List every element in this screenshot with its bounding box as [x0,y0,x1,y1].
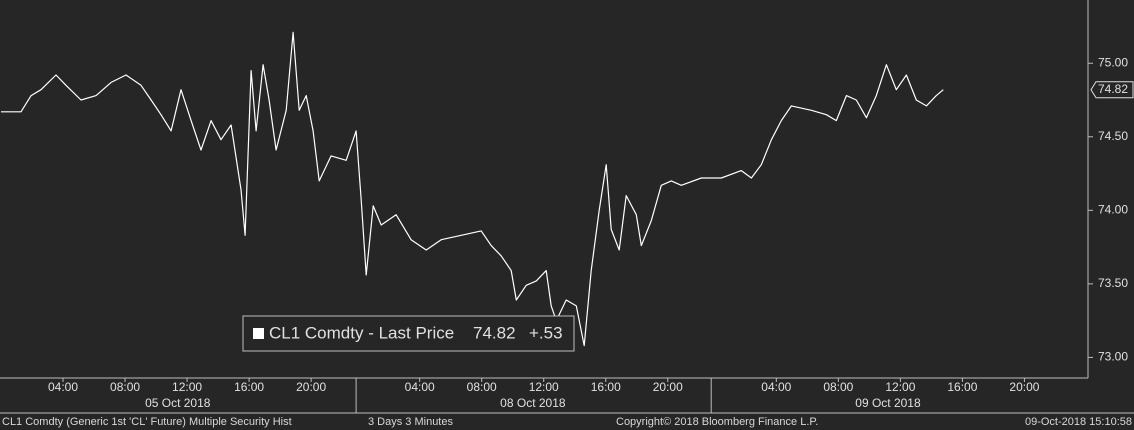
x-tick-label: 20:00 [1009,380,1039,394]
y-tick-label: 73.50 [1098,276,1128,290]
legend-change: +.53 [529,323,563,342]
x-tick-label: 16:00 [234,380,264,394]
x-tick-label: 16:00 [591,380,621,394]
price-line [1,31,944,347]
legend-label: CL1 Comdty - Last Price [269,323,454,342]
x-tick-label: 20:00 [296,380,326,394]
x-tick-label: 04:00 [48,380,78,394]
footer-timestamp: 09-Oct-2018 15:10:58 [1025,416,1132,428]
x-tick-label: 12:00 [885,380,915,394]
date-label: 05 Oct 2018 [145,396,211,410]
x-tick-label: 16:00 [947,380,977,394]
date-label: 08 Oct 2018 [500,396,566,410]
x-tick-label: 08:00 [110,380,140,394]
x-tick-label: 12:00 [529,380,559,394]
footer-security: CL1 Comdty (Generic 1st 'CL' Future) Mul… [2,416,292,428]
x-tick-label: 04:00 [761,380,791,394]
x-tick-label: 12:00 [172,380,202,394]
legend: CL1 Comdty - Last Price 74.82 +.53 [242,315,575,352]
y-tick-label: 74.50 [1098,129,1128,143]
y-tick-label: 75.00 [1098,55,1128,69]
legend-swatch [253,328,264,339]
last-price-box [1090,81,1134,99]
date-label: 09 Oct 2018 [855,396,921,410]
legend-last-price: 74.82 [473,323,516,342]
x-tick-label: 04:00 [405,380,435,394]
x-tick-label: 20:00 [653,380,683,394]
footer-copyright: Copyright© 2018 Bloomberg Finance L.P. [616,416,818,428]
footer-period: 3 Days 3 Minutes [368,416,453,428]
y-tick-label: 73.00 [1098,350,1128,364]
last-price-label: 74.82 [1098,82,1128,96]
x-tick-label: 08:00 [823,380,853,394]
legend-box [242,315,575,352]
y-tick-label: 74.00 [1098,202,1128,216]
x-tick-label: 08:00 [467,380,497,394]
